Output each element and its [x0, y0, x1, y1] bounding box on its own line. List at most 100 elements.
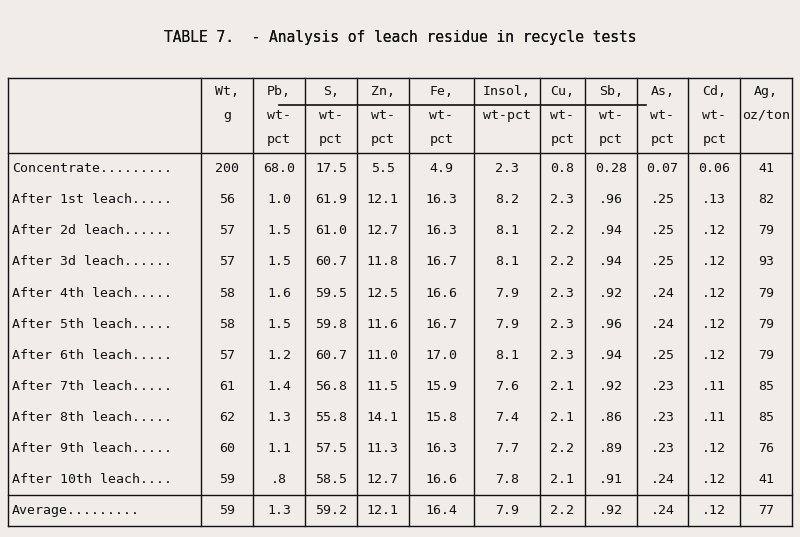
Text: After 5th leach.....: After 5th leach.....: [12, 317, 172, 331]
Text: 1.3: 1.3: [267, 411, 291, 424]
Text: .92: .92: [598, 287, 622, 300]
Text: .25: .25: [650, 256, 674, 268]
Text: 11.0: 11.0: [366, 349, 398, 362]
Text: After 2d leach......: After 2d leach......: [12, 224, 172, 237]
Text: 0.8: 0.8: [550, 162, 574, 175]
Text: 55.8: 55.8: [315, 411, 347, 424]
Text: 82: 82: [758, 193, 774, 206]
Text: pct: pct: [370, 133, 394, 146]
Text: 57: 57: [219, 256, 235, 268]
Text: .25: .25: [650, 224, 674, 237]
Text: Concentrate.........: Concentrate.........: [12, 162, 172, 175]
Text: 1.5: 1.5: [267, 317, 291, 331]
Text: 16.6: 16.6: [426, 473, 458, 486]
Text: .96: .96: [598, 193, 622, 206]
Text: 58: 58: [219, 287, 235, 300]
Text: 11.6: 11.6: [366, 317, 398, 331]
Text: 5.5: 5.5: [370, 162, 394, 175]
Text: 12.5: 12.5: [366, 287, 398, 300]
Text: 8.1: 8.1: [495, 224, 519, 237]
Text: .12: .12: [702, 317, 726, 331]
Text: 0.07: 0.07: [646, 162, 678, 175]
Text: TABLE 7.  - Analysis of leach residue in recycle tests: TABLE 7. - Analysis of leach residue in …: [164, 30, 636, 45]
Text: .12: .12: [702, 256, 726, 268]
Text: 8.1: 8.1: [495, 349, 519, 362]
Text: 200: 200: [215, 162, 239, 175]
Text: pct: pct: [598, 133, 622, 146]
Text: 2.2: 2.2: [550, 442, 574, 455]
Text: 1.5: 1.5: [267, 256, 291, 268]
Text: 2.3: 2.3: [550, 193, 574, 206]
Text: 4.9: 4.9: [430, 162, 454, 175]
Text: wt-: wt-: [702, 109, 726, 122]
Text: g: g: [223, 109, 231, 122]
Text: 2.1: 2.1: [550, 473, 574, 486]
Text: Cu,: Cu,: [550, 85, 574, 98]
Text: 7.4: 7.4: [495, 411, 519, 424]
Text: oz/ton: oz/ton: [742, 109, 790, 122]
Text: .12: .12: [702, 473, 726, 486]
Text: 11.8: 11.8: [366, 256, 398, 268]
Text: 15.8: 15.8: [426, 411, 458, 424]
Text: After 8th leach.....: After 8th leach.....: [12, 411, 172, 424]
Text: .94: .94: [598, 224, 622, 237]
Text: 17.0: 17.0: [426, 349, 458, 362]
Text: 2.3: 2.3: [495, 162, 519, 175]
Text: pct: pct: [267, 133, 291, 146]
Text: 79: 79: [758, 224, 774, 237]
Text: Wt,: Wt,: [215, 85, 239, 98]
Text: 68.0: 68.0: [263, 162, 295, 175]
Text: TABLE 7.  - Analysis of leach residue in recycle tests: TABLE 7. - Analysis of leach residue in …: [164, 30, 636, 45]
Text: 2.2: 2.2: [550, 224, 574, 237]
Text: 14.1: 14.1: [366, 411, 398, 424]
Text: .96: .96: [598, 317, 622, 331]
Text: 41: 41: [758, 473, 774, 486]
Text: .24: .24: [650, 287, 674, 300]
Text: .12: .12: [702, 224, 726, 237]
Text: pct: pct: [550, 133, 574, 146]
Text: 16.4: 16.4: [426, 504, 458, 517]
Text: pct: pct: [702, 133, 726, 146]
Text: 60: 60: [219, 442, 235, 455]
Text: 2.2: 2.2: [550, 504, 574, 517]
Text: 12.1: 12.1: [366, 193, 398, 206]
Text: 61.9: 61.9: [315, 193, 347, 206]
Text: .23: .23: [650, 411, 674, 424]
Text: pct: pct: [319, 133, 343, 146]
Text: Cd,: Cd,: [702, 85, 726, 98]
Text: .24: .24: [650, 473, 674, 486]
Text: 2.3: 2.3: [550, 317, 574, 331]
Text: 0.28: 0.28: [594, 162, 626, 175]
Text: pct: pct: [430, 133, 454, 146]
Text: 61.0: 61.0: [315, 224, 347, 237]
Text: .12: .12: [702, 504, 726, 517]
Text: 1.3: 1.3: [267, 504, 291, 517]
Text: After 9th leach.....: After 9th leach.....: [12, 442, 172, 455]
Text: 8.1: 8.1: [495, 256, 519, 268]
Text: 59: 59: [219, 504, 235, 517]
Text: pct: pct: [650, 133, 674, 146]
Text: 1.5: 1.5: [267, 224, 291, 237]
Text: .24: .24: [650, 317, 674, 331]
Text: 7.6: 7.6: [495, 380, 519, 393]
Text: 12.7: 12.7: [366, 473, 398, 486]
Text: 59: 59: [219, 473, 235, 486]
Text: After 1st leach.....: After 1st leach.....: [12, 193, 172, 206]
Text: 59.2: 59.2: [315, 504, 347, 517]
Text: 62: 62: [219, 411, 235, 424]
Text: 0.06: 0.06: [698, 162, 730, 175]
Text: .89: .89: [598, 442, 622, 455]
Text: After 6th leach.....: After 6th leach.....: [12, 349, 172, 362]
Text: 93: 93: [758, 256, 774, 268]
Text: 76: 76: [758, 442, 774, 455]
Text: 41: 41: [758, 162, 774, 175]
Text: 56.8: 56.8: [315, 380, 347, 393]
Text: 12.7: 12.7: [366, 224, 398, 237]
Text: After 4th leach.....: After 4th leach.....: [12, 287, 172, 300]
Text: 57: 57: [219, 349, 235, 362]
Text: Insol,: Insol,: [483, 85, 531, 98]
Text: 16.3: 16.3: [426, 193, 458, 206]
Text: Pb,: Pb,: [267, 85, 291, 98]
Text: .23: .23: [650, 442, 674, 455]
Text: 7.9: 7.9: [495, 504, 519, 517]
